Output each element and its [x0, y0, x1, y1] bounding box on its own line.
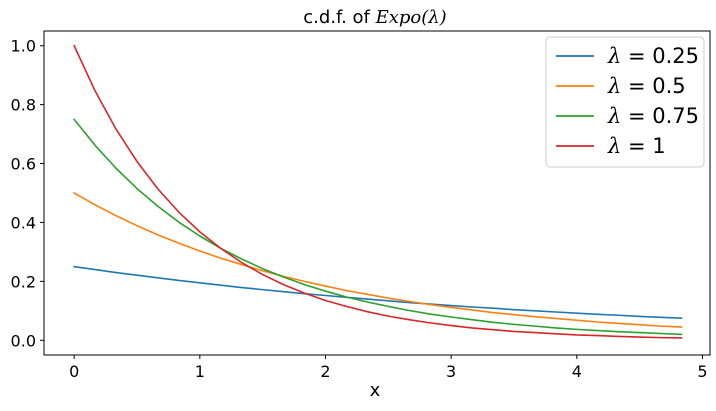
x-tick-label: 3 [446, 362, 456, 381]
legend-value: = 0.5 [621, 74, 685, 98]
x-ticks: 0 1 2 3 4 5 [69, 355, 708, 381]
x-tick-label: 5 [697, 362, 707, 381]
chart-title-prefix: c.d.f. of [303, 7, 375, 28]
chart-title-math: Expo(λ) [375, 7, 447, 28]
legend-value: = 1 [621, 134, 665, 158]
series-layer [73, 44, 683, 339]
legend-symbol: λ [607, 44, 621, 68]
x-tick-label: 2 [320, 362, 330, 381]
legend-value: = 0.25 [621, 44, 699, 68]
legend-symbol: λ [607, 74, 621, 98]
plot-area [73, 44, 683, 339]
series-line-2 [73, 118, 683, 336]
axes-frame [43, 30, 711, 356]
legend-symbol: λ [607, 134, 621, 158]
series-line-3 [73, 44, 683, 339]
legend-box [545, 36, 705, 168]
chart-title: c.d.f. of Expo(λ) [303, 7, 446, 28]
legend-value: = 0.75 [621, 104, 699, 128]
y-tick-label: 0.0 [11, 331, 36, 350]
x-tick-label: 4 [572, 362, 582, 381]
legend: λ = 0.25λ = 0.5λ = 0.75λ = 1 [545, 36, 705, 168]
y-tick-label: 0.8 [11, 96, 36, 115]
legend-symbol: λ [607, 104, 621, 128]
y-ticks: 0.0 0.2 0.4 0.6 0.8 1.0 [11, 37, 44, 350]
legend-label: λ = 0.25 [607, 44, 699, 68]
x-axis-label: x [370, 380, 381, 401]
series-line-1 [73, 191, 683, 328]
y-tick-label: 1.0 [11, 37, 36, 56]
legend-label: λ = 0.5 [607, 74, 686, 98]
x-tick-label: 1 [195, 362, 205, 381]
y-tick-label: 0.2 [11, 272, 36, 291]
legend-label: λ = 1 [607, 134, 666, 158]
legend-label: λ = 0.75 [607, 104, 699, 128]
y-tick-label: 0.6 [11, 155, 36, 174]
y-tick-label: 0.4 [11, 213, 36, 232]
series-line-0 [73, 265, 683, 320]
x-tick-label: 0 [69, 362, 79, 381]
